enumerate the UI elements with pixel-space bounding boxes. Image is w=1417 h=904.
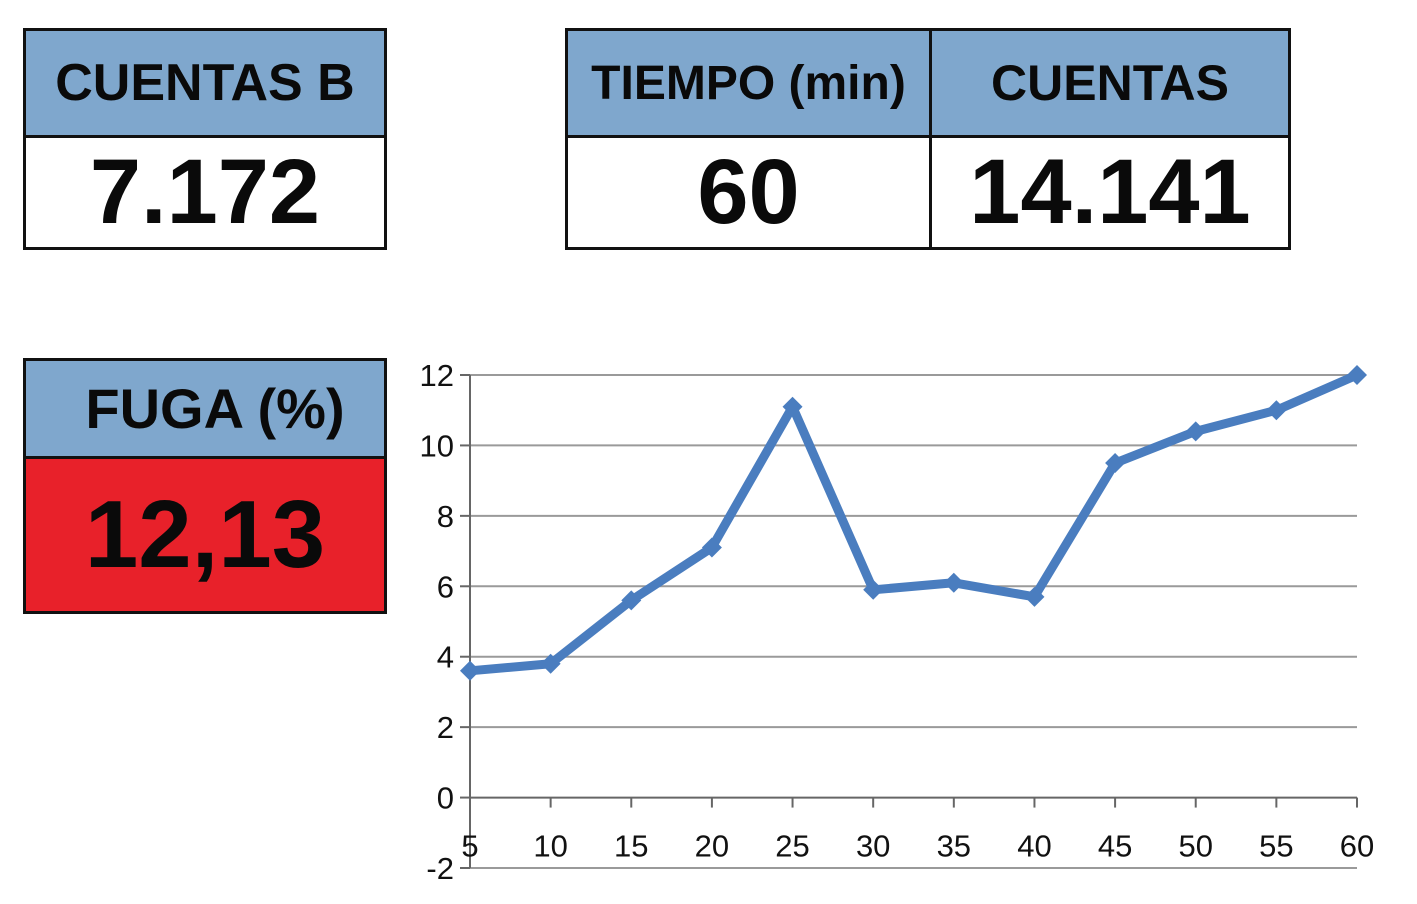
tiempo-value: 60 [568,138,932,247]
fuga-table: FUGA (%) 12,13 [23,358,387,614]
tiempo-cuentas-table: TIEMPO (min) CUENTAS 60 14.141 [565,28,1291,250]
x-tick-label-15: 15 [614,829,648,864]
data-point-20 [701,537,722,558]
series-line-0 [465,370,1362,676]
x-tick-label-55: 55 [1259,829,1293,864]
y-tick-label-0: 0 [437,781,454,816]
data-point-60 [1347,365,1367,385]
data-point-30 [863,579,884,600]
y-tick-label-4: 4 [437,640,454,675]
y-tick-label--2: -2 [426,851,454,886]
data-point-15 [621,590,642,611]
x-tick-label-25: 25 [775,829,809,864]
data-point-55 [1266,400,1287,421]
tiempo-header: TIEMPO (min) [568,31,932,138]
x-tick-label-5: 5 [461,829,478,864]
data-point-40 [1024,586,1045,607]
cuentas-header: CUENTAS [932,31,1288,138]
cuentas-value: 14.141 [932,138,1288,247]
data-point-50 [1185,421,1206,442]
data-point-35 [943,572,964,593]
data-point-45 [1105,453,1126,474]
cuentas-b-table: CUENTAS B 7.172 [23,28,387,250]
y-tick-label-6: 6 [437,569,454,604]
fuga-value: 12,13 [26,459,384,611]
x-tick-label-35: 35 [937,829,971,864]
data-point-5 [460,660,480,681]
x-tick-label-10: 10 [533,829,567,864]
y-tick-label-10: 10 [420,428,454,463]
y-tick-label-2: 2 [437,710,454,745]
cuentas-b-value: 7.172 [26,138,384,247]
x-tick-label-30: 30 [856,829,890,864]
x-tick-label-60: 60 [1340,829,1374,864]
y-tick-label-12: 12 [420,358,454,393]
data-point-10 [540,653,561,674]
x-tick-label-45: 45 [1098,829,1132,864]
y-tick-label-8: 8 [437,499,454,534]
x-tick-label-40: 40 [1017,829,1051,864]
data-point-25 [782,396,803,417]
x-tick-label-20: 20 [695,829,729,864]
fuga-header: FUGA (%) [26,361,384,459]
cuentas-b-header: CUENTAS B [26,31,384,138]
x-tick-label-50: 50 [1178,829,1212,864]
